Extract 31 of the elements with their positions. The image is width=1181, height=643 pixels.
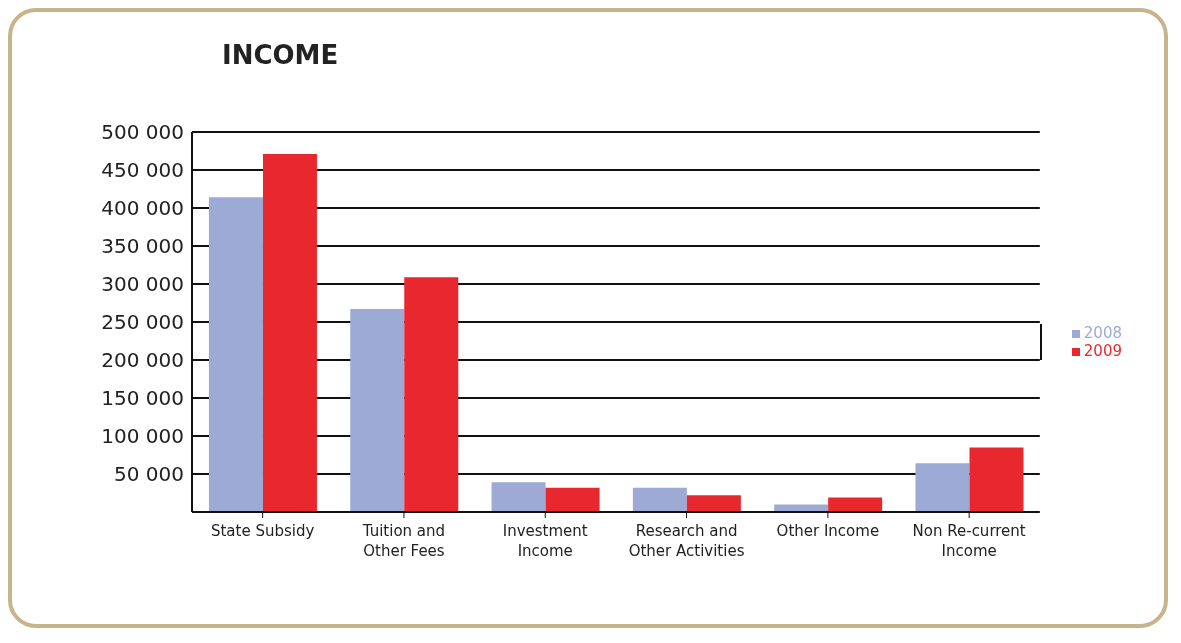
- y-tick-label: 450 000: [101, 158, 184, 183]
- x-tick-label: Tuition and Other Fees: [361, 522, 446, 560]
- bar: [404, 277, 459, 512]
- y-tick-label: 500 000: [101, 120, 184, 145]
- y-tick-label: 150 000: [101, 386, 184, 411]
- bar: [969, 447, 1024, 512]
- y-tick-label: 250 000: [101, 310, 184, 335]
- bar: [774, 504, 829, 512]
- chart-title: INCOME: [222, 40, 339, 70]
- bar: [262, 154, 317, 512]
- bar: [632, 487, 687, 512]
- bar: [686, 495, 741, 512]
- bar: [491, 482, 546, 512]
- bar: [915, 463, 970, 512]
- x-tick-label: State Subsidy: [210, 522, 315, 540]
- y-tick-label: 200 000: [101, 348, 184, 373]
- x-tick-label: Non Re-current Income: [912, 522, 1026, 560]
- bar: [545, 487, 600, 512]
- x-tick-label: Other Income: [776, 522, 880, 540]
- x-tick-label: Research and Other Activities: [628, 522, 745, 560]
- y-tick-label: 100 000: [101, 424, 184, 449]
- legend-label: 2009: [1083, 342, 1122, 360]
- bar: [828, 497, 883, 512]
- y-tick-label: 50 000: [114, 462, 184, 487]
- bar: [208, 197, 263, 512]
- y-tick-label: 300 000: [101, 272, 184, 297]
- y-tick-label: 400 000: [101, 196, 184, 221]
- bar: [350, 309, 405, 512]
- legend-label: 2008: [1083, 324, 1122, 342]
- y-tick-label: 350 000: [101, 234, 184, 259]
- x-tick-label: Investment Income: [502, 522, 588, 560]
